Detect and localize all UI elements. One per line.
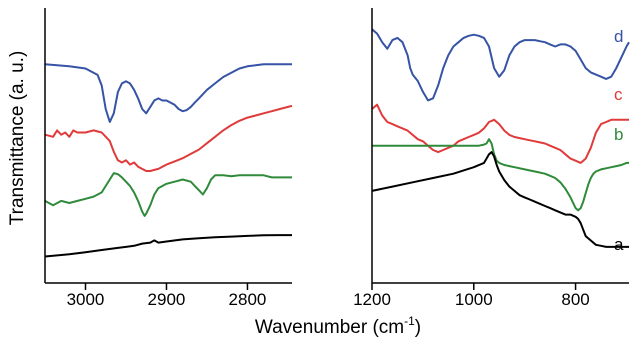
panel-right-tick-label-1: 1000 <box>455 290 493 309</box>
panel-right-curves <box>371 28 630 248</box>
series-d-left <box>44 63 292 123</box>
curve-label-b: b <box>614 125 623 144</box>
x-axis-title-main: Wavenumber (cm <box>255 317 404 338</box>
x-axis-title-suffix: ) <box>415 317 421 338</box>
y-axis-title: Transmittance (a. u.) <box>7 51 28 226</box>
series-c-left <box>44 104 293 172</box>
panel-right-tick-label-2: 800 <box>561 290 589 309</box>
series-d-right <box>371 28 630 102</box>
panel-left-curves <box>44 63 293 258</box>
panel-right-tick-label-0: 1200 <box>353 290 391 309</box>
series-b-right <box>372 138 629 212</box>
series-b-left <box>44 172 292 217</box>
x-axis-title-superscript: -1 <box>404 314 415 328</box>
series-a-right <box>371 151 629 248</box>
curve-label-c: c <box>614 85 623 104</box>
x-axis-title: Wavenumber (cm-1) <box>255 314 421 338</box>
panel-left-tick-label-0: 3000 <box>67 290 105 309</box>
panel-left-tick-label-1: 2900 <box>148 290 186 309</box>
curve-label-a: a <box>614 235 624 254</box>
panel-right: 1200 1000 800 d c b a <box>353 8 630 309</box>
panel-left: 3000 2900 2800 <box>44 8 293 309</box>
series-c-right <box>371 103 629 164</box>
series-a-left <box>44 234 292 258</box>
curve-label-d: d <box>614 27 623 46</box>
panel-left-tick-label-2: 2800 <box>229 290 267 309</box>
